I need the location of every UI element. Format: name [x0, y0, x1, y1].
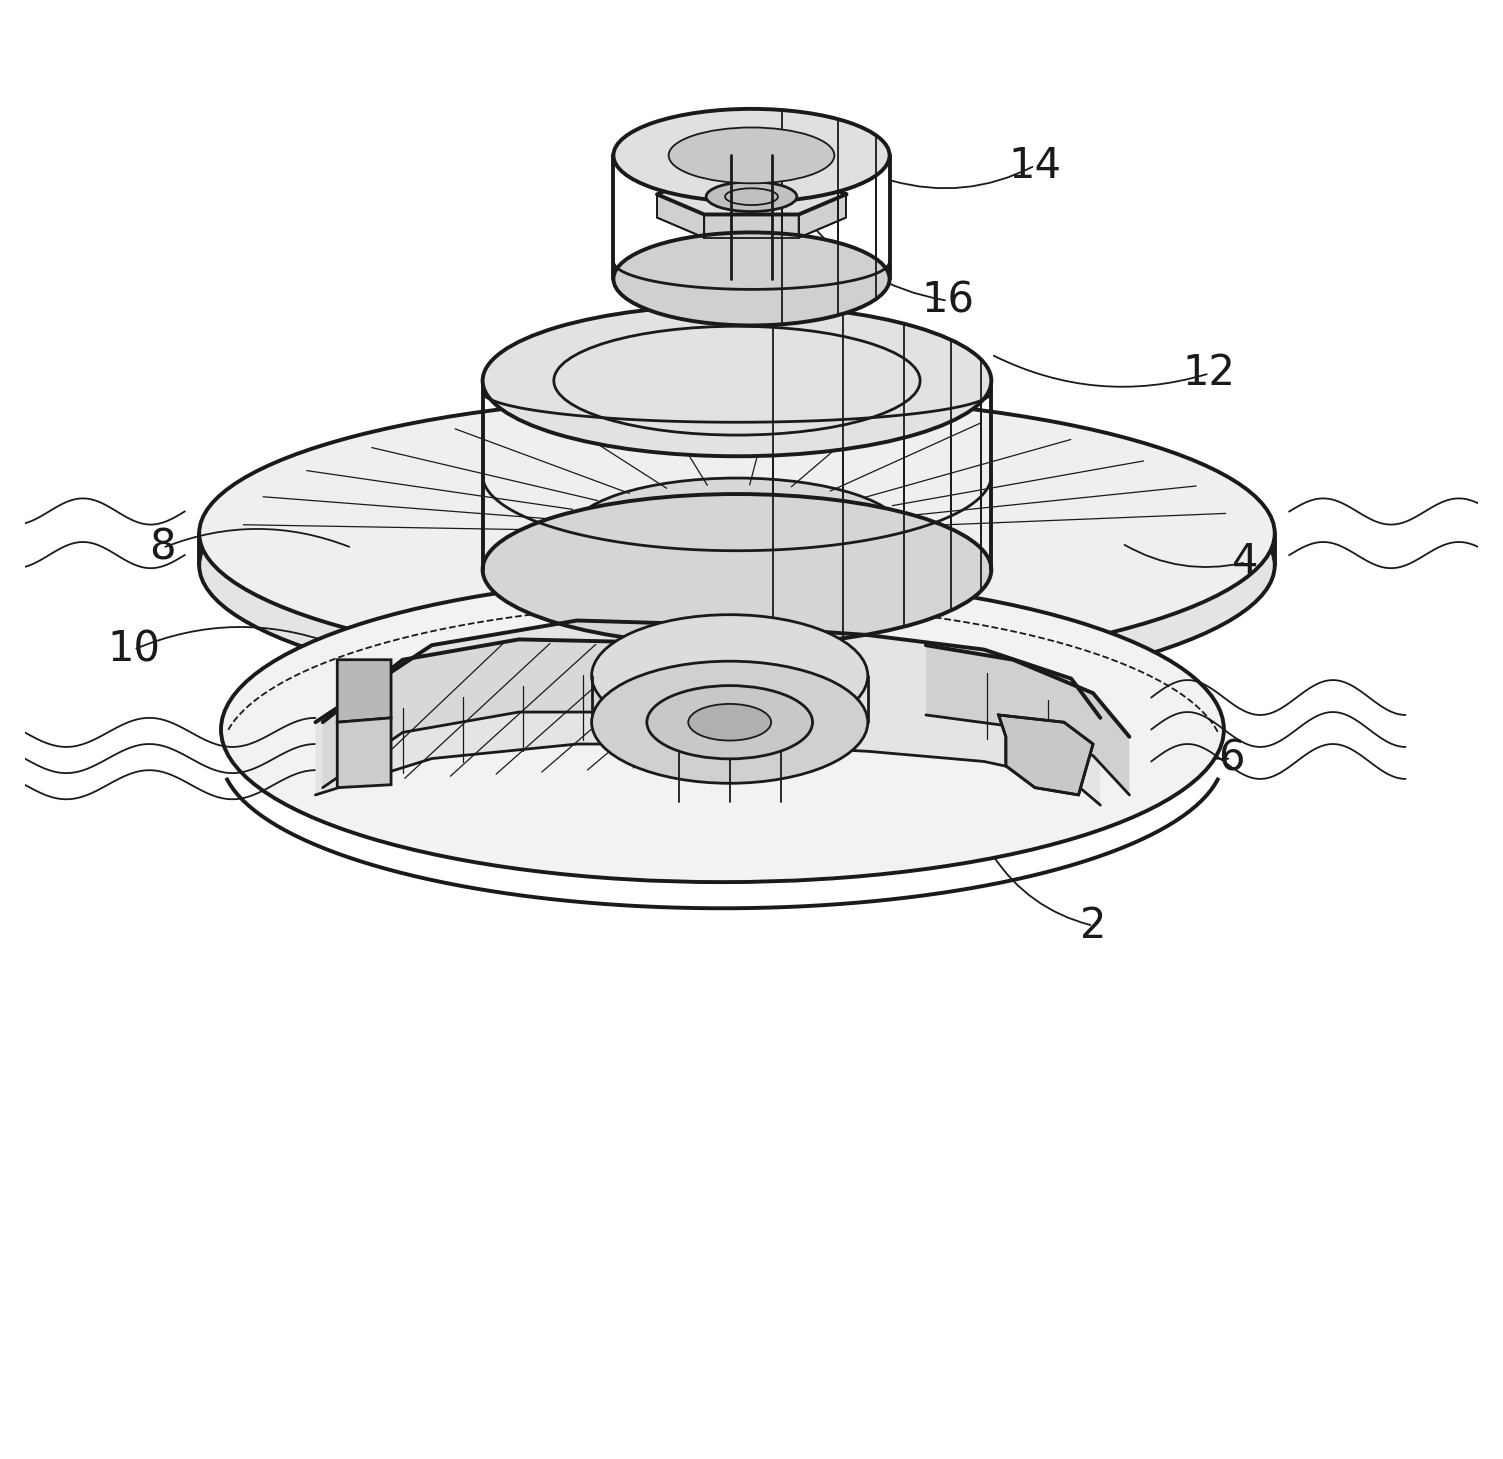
Ellipse shape: [570, 479, 905, 588]
Polygon shape: [798, 194, 846, 238]
Text: 10: 10: [107, 629, 161, 671]
Polygon shape: [337, 659, 391, 722]
Polygon shape: [323, 639, 723, 788]
Ellipse shape: [482, 495, 992, 645]
Text: 2: 2: [1079, 905, 1106, 947]
Text: 14: 14: [1009, 144, 1061, 187]
Polygon shape: [705, 214, 798, 238]
Ellipse shape: [646, 686, 813, 759]
Ellipse shape: [200, 395, 1275, 671]
Text: 8: 8: [149, 527, 176, 569]
Ellipse shape: [592, 661, 867, 783]
Ellipse shape: [200, 427, 1275, 703]
Text: 6: 6: [1217, 738, 1244, 779]
Polygon shape: [657, 194, 705, 238]
Text: 16: 16: [921, 280, 974, 322]
Text: 12: 12: [1183, 353, 1235, 394]
Ellipse shape: [613, 232, 890, 325]
Ellipse shape: [613, 109, 890, 201]
Polygon shape: [998, 715, 1093, 795]
Ellipse shape: [669, 127, 834, 184]
Polygon shape: [316, 620, 1100, 805]
Ellipse shape: [592, 614, 867, 737]
Text: 4: 4: [1232, 541, 1260, 584]
Ellipse shape: [688, 703, 771, 741]
Ellipse shape: [221, 576, 1223, 883]
Ellipse shape: [706, 182, 797, 212]
Polygon shape: [926, 645, 1129, 795]
Polygon shape: [337, 718, 391, 788]
Ellipse shape: [482, 305, 992, 457]
Polygon shape: [657, 174, 846, 214]
